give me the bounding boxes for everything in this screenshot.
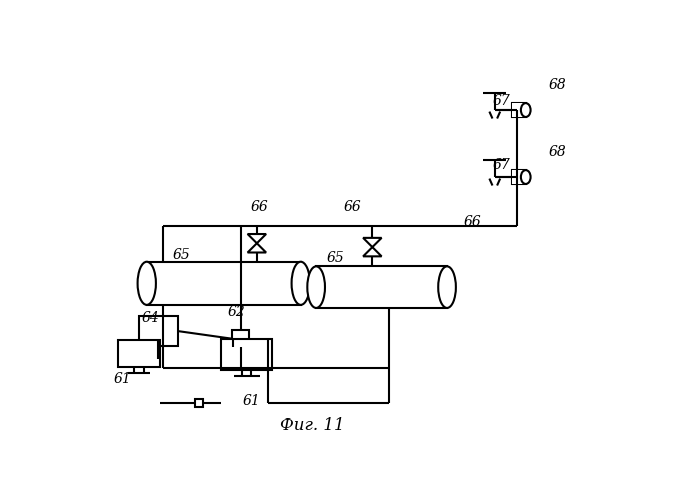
- Text: 61: 61: [114, 372, 131, 386]
- Bar: [232, 330, 249, 347]
- Text: 65: 65: [326, 250, 344, 264]
- Text: 64: 64: [142, 311, 159, 325]
- Text: 67: 67: [493, 158, 510, 172]
- Ellipse shape: [138, 262, 156, 305]
- Bar: [221, 338, 272, 370]
- Text: Фиг. 11: Фиг. 11: [280, 416, 345, 434]
- Ellipse shape: [292, 262, 310, 305]
- Text: 67: 67: [493, 94, 510, 108]
- Bar: [316, 266, 447, 308]
- Ellipse shape: [521, 170, 530, 184]
- Bar: [147, 262, 301, 305]
- Text: 61: 61: [243, 394, 261, 408]
- Bar: [512, 170, 526, 184]
- Bar: [139, 316, 177, 346]
- Bar: [512, 170, 526, 184]
- Text: 66: 66: [464, 214, 482, 228]
- Text: 68: 68: [549, 145, 567, 159]
- Ellipse shape: [438, 266, 456, 308]
- Ellipse shape: [307, 266, 325, 308]
- Text: 66: 66: [251, 200, 269, 214]
- Text: 65: 65: [172, 248, 190, 262]
- Bar: [512, 103, 526, 117]
- Text: 62: 62: [228, 304, 245, 318]
- Bar: [195, 399, 203, 406]
- Ellipse shape: [521, 103, 530, 117]
- Bar: [512, 103, 526, 117]
- Text: 66: 66: [343, 200, 361, 214]
- Text: 68: 68: [549, 78, 567, 92]
- Bar: [118, 340, 161, 367]
